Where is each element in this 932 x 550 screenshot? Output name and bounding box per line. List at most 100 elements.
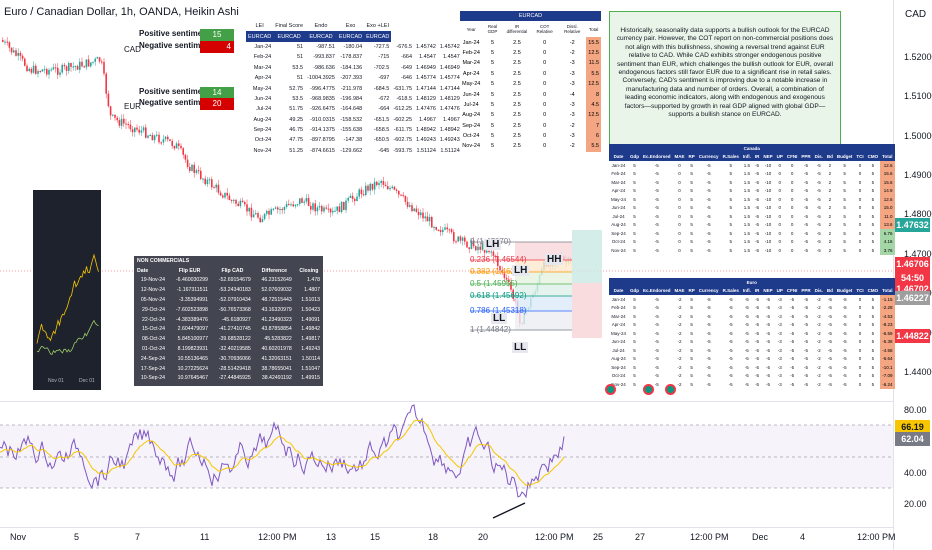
candle: [437, 229, 440, 231]
price-tick-label[interactable]: 1.50000: [904, 131, 932, 141]
table-cell: 0: [784, 246, 800, 255]
table-cell: -2: [672, 312, 687, 321]
event-marker-icon[interactable]: [605, 384, 616, 395]
time-tick-label[interactable]: 18: [428, 532, 439, 542]
table-row: Nov-24 51.25 -874.6615 -129.662 -645 -593.75 1…: [246, 146, 462, 156]
table-cell: -2: [558, 120, 587, 131]
table-cell: -2: [812, 312, 825, 321]
table-cell: 5: [720, 169, 741, 178]
swing-label-lh[interactable]: LH: [512, 265, 530, 276]
price-tick-label[interactable]: 1.48000: [904, 209, 932, 219]
table-header: UP: [774, 286, 785, 295]
swing-label-hh[interactable]: HH: [545, 254, 564, 265]
swing-label-lh[interactable]: LH: [484, 239, 502, 250]
table-row: Apr-24 5 2.5 0 -3 5.5: [460, 68, 601, 79]
price-chart[interactable]: [0, 0, 893, 400]
candle: [233, 199, 235, 201]
table-header: CMO: [865, 152, 881, 161]
candle: [17, 52, 19, 56]
table-row: Apr-24 5 -5 0 5 -5 5 1.5 -5 -10 0 0 -5 -5 2 5 0 5 14.9: [609, 186, 895, 195]
table-cell: Mar-24: [609, 178, 629, 187]
time-tick-label[interactable]: 25: [593, 532, 604, 542]
event-marker-icon[interactable]: [665, 384, 676, 395]
time-axis[interactable]: [0, 527, 893, 550]
table-cell: 5: [834, 220, 855, 229]
table-cell: 5: [482, 68, 503, 79]
time-tick-label[interactable]: 27: [635, 532, 646, 542]
table-cell: Apr-24: [254, 75, 272, 82]
table-cell: 52.07609032: [261, 287, 292, 294]
time-tick-label[interactable]: 20: [478, 532, 489, 542]
swing-label-ll[interactable]: LL: [491, 313, 508, 324]
price-label[interactable]: 1.47632: [895, 218, 930, 232]
table-cell: -5: [641, 220, 673, 229]
table-cell: Oct-24: [460, 130, 483, 142]
time-tick-label[interactable]: Nov: [10, 532, 27, 542]
price-tick-label[interactable]: 1.49000: [904, 170, 932, 180]
rsi-oscillator[interactable]: [0, 403, 893, 525]
pane-divider[interactable]: [0, 401, 893, 402]
price-label[interactable]: 1.46706: [895, 257, 930, 271]
osc-tick-label[interactable]: 80.00: [904, 405, 927, 415]
fib-level-label[interactable]: 0.786 (1.45318): [470, 306, 527, 315]
cad-currency-label: CAD: [124, 45, 141, 54]
table-cell: -651.5: [373, 116, 390, 123]
table-cell: -5: [752, 320, 762, 329]
table-cell: -5: [752, 203, 762, 212]
table-cell: 0: [854, 195, 866, 204]
table-header: MAE: [672, 286, 687, 295]
fib-level-label[interactable]: 1 (1.44842): [470, 325, 511, 334]
fib-level-label[interactable]: 0.618 (1.45692): [470, 291, 527, 300]
time-tick-label[interactable]: 15: [370, 532, 381, 542]
table-cell: 5: [686, 203, 697, 212]
price-label[interactable]: 54:50: [895, 271, 930, 285]
table-cell: Mar-24: [253, 64, 272, 71]
price-tick-label[interactable]: 1.44000: [904, 367, 932, 377]
time-tick-label[interactable]: 13: [326, 532, 337, 542]
table-cell: -5: [696, 354, 721, 363]
table-cell: -5: [641, 195, 673, 204]
time-tick-label[interactable]: 5: [74, 532, 80, 542]
candle: [237, 203, 239, 207]
swing-label-ll[interactable]: LL: [512, 342, 529, 353]
table-header: Closing: [299, 267, 319, 274]
candle: [343, 201, 345, 211]
table-cell: 19-Nov-24: [140, 277, 166, 284]
table-cell: Nov-24: [253, 147, 272, 154]
table-cell: 1.48942: [439, 127, 460, 134]
price-tick-label[interactable]: 1.52000: [904, 52, 932, 62]
table-cell: -5: [752, 212, 762, 221]
fib-level-label[interactable]: 0.382 (1.46219): [470, 267, 527, 276]
price-label[interactable]: 1.46227: [895, 291, 930, 305]
table-cell: -5: [641, 354, 673, 363]
fib-level-label[interactable]: 0.5 (1.45955): [470, 279, 518, 288]
time-tick-label[interactable]: Dec: [752, 532, 769, 542]
candle: [294, 204, 297, 207]
event-marker-icon[interactable]: [643, 384, 654, 395]
candle: [459, 236, 462, 241]
price-label[interactable]: 1.44822: [895, 329, 930, 343]
table-cell: 5: [628, 295, 642, 304]
time-tick-label[interactable]: 4: [800, 532, 806, 542]
table-cell: May-24: [609, 329, 629, 338]
time-tick-label[interactable]: 12:00 PM: [857, 532, 896, 542]
price-tick-label[interactable]: 1.51000: [904, 91, 932, 101]
candle: [261, 219, 264, 223]
osc-value-label[interactable]: 66.19: [895, 420, 930, 434]
osc-tick-label[interactable]: 40.00: [904, 468, 927, 478]
time-tick-label[interactable]: 12:00 PM: [535, 532, 574, 542]
osc-tick-label[interactable]: 20.00: [904, 499, 927, 509]
price-tick-label[interactable]: 1.47000: [904, 249, 932, 259]
axis-currency[interactable]: CAD: [905, 9, 927, 20]
table-cell: 0: [854, 346, 866, 355]
time-tick-label[interactable]: 12:00 PM: [690, 532, 729, 542]
candle: [378, 183, 380, 186]
time-tick-label[interactable]: 12:00 PM: [258, 532, 297, 542]
fib-level-label[interactable]: 0.236 (1.46544): [470, 255, 527, 264]
table-header: Ec.Endorsed: [641, 152, 673, 161]
osc-value-label[interactable]: 62.04: [895, 432, 930, 446]
time-tick-label[interactable]: 7: [135, 532, 141, 542]
table-cell: -5: [799, 371, 813, 380]
time-tick-label[interactable]: 11: [200, 532, 210, 542]
table-cell: Nov-24: [609, 246, 629, 255]
